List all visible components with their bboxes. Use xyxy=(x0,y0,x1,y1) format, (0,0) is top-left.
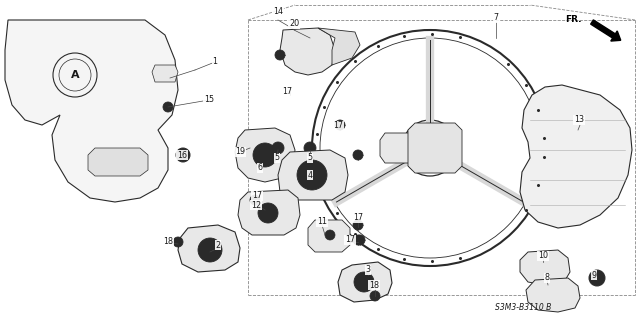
Circle shape xyxy=(353,220,363,230)
Circle shape xyxy=(176,148,190,162)
Text: 12: 12 xyxy=(251,201,261,210)
Text: 18: 18 xyxy=(369,280,379,290)
Text: 13: 13 xyxy=(574,115,584,124)
Text: S3M3-B3110 B: S3M3-B3110 B xyxy=(495,303,552,313)
Circle shape xyxy=(272,142,284,154)
Text: 19: 19 xyxy=(235,147,245,157)
Text: 4: 4 xyxy=(307,170,312,180)
Circle shape xyxy=(353,150,363,160)
Circle shape xyxy=(370,291,380,301)
Text: 5: 5 xyxy=(275,153,280,162)
Circle shape xyxy=(335,120,345,130)
Circle shape xyxy=(253,143,277,167)
Circle shape xyxy=(355,235,365,245)
Circle shape xyxy=(173,237,183,247)
Text: 2: 2 xyxy=(216,241,221,249)
Text: 3: 3 xyxy=(365,265,371,275)
Polygon shape xyxy=(5,20,178,202)
Text: 17: 17 xyxy=(345,235,355,244)
Circle shape xyxy=(589,270,605,286)
Polygon shape xyxy=(520,250,570,285)
Text: 16: 16 xyxy=(177,151,187,160)
Circle shape xyxy=(258,203,278,223)
Circle shape xyxy=(297,160,327,190)
Text: A: A xyxy=(70,70,79,80)
Text: 17: 17 xyxy=(252,191,262,201)
Polygon shape xyxy=(278,150,348,200)
Text: 17: 17 xyxy=(333,122,343,130)
Circle shape xyxy=(275,50,285,60)
Polygon shape xyxy=(308,220,350,252)
Text: 15: 15 xyxy=(204,95,214,105)
Text: 5: 5 xyxy=(307,153,312,162)
Polygon shape xyxy=(526,278,580,312)
Text: 20: 20 xyxy=(289,19,299,28)
Circle shape xyxy=(354,272,374,292)
Polygon shape xyxy=(338,262,392,302)
Polygon shape xyxy=(380,133,420,163)
Circle shape xyxy=(304,142,316,154)
Circle shape xyxy=(353,235,363,245)
Text: 7: 7 xyxy=(493,13,499,23)
FancyArrow shape xyxy=(591,20,621,41)
Polygon shape xyxy=(235,128,295,182)
Circle shape xyxy=(198,238,222,262)
Polygon shape xyxy=(520,85,632,228)
Polygon shape xyxy=(178,225,240,272)
Polygon shape xyxy=(280,28,335,75)
Polygon shape xyxy=(238,190,300,235)
Text: 17: 17 xyxy=(282,87,292,97)
Circle shape xyxy=(325,230,335,240)
Circle shape xyxy=(163,102,173,112)
Polygon shape xyxy=(88,148,148,176)
Text: 11: 11 xyxy=(317,218,327,226)
Circle shape xyxy=(420,138,440,158)
Text: 1: 1 xyxy=(212,57,218,66)
Circle shape xyxy=(250,195,260,205)
Text: 10: 10 xyxy=(538,251,548,261)
Polygon shape xyxy=(408,123,462,173)
Text: 18: 18 xyxy=(163,238,173,247)
Polygon shape xyxy=(318,28,360,65)
Text: 8: 8 xyxy=(545,273,550,283)
Text: 6: 6 xyxy=(257,164,262,173)
Text: FR.: FR. xyxy=(566,16,582,25)
Text: 14: 14 xyxy=(273,8,283,17)
Text: 9: 9 xyxy=(591,271,596,279)
Text: 17: 17 xyxy=(353,213,363,222)
Polygon shape xyxy=(152,65,178,82)
